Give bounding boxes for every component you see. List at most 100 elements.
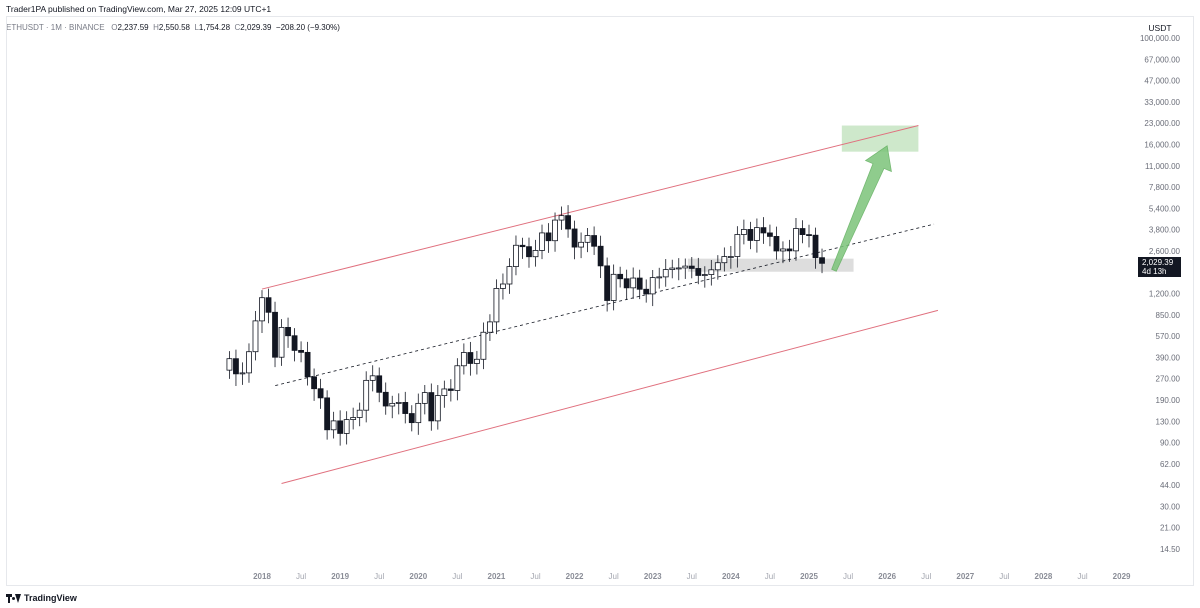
currency-button[interactable]: USDT bbox=[1148, 23, 1172, 33]
x-tick-label: Jul bbox=[687, 572, 697, 581]
candle bbox=[584, 227, 591, 253]
x-tick-label: 2026 bbox=[878, 572, 896, 581]
candle bbox=[532, 239, 539, 267]
x-tick-label: 2029 bbox=[1113, 572, 1131, 581]
candle bbox=[408, 405, 415, 432]
candle-body bbox=[688, 265, 695, 269]
candle bbox=[317, 378, 324, 409]
candle-body bbox=[226, 358, 233, 371]
candle bbox=[552, 212, 558, 252]
candle-body bbox=[252, 320, 259, 353]
candle-body bbox=[545, 232, 552, 242]
candle bbox=[395, 393, 402, 415]
x-tick-label: Jul bbox=[296, 572, 306, 581]
candle bbox=[571, 220, 578, 260]
candle-body bbox=[656, 276, 663, 279]
candle bbox=[226, 351, 233, 379]
candle bbox=[591, 226, 598, 255]
candle bbox=[246, 343, 252, 383]
candle-body bbox=[539, 232, 545, 251]
y-tick-label: 190.00 bbox=[1156, 396, 1181, 405]
candle-body bbox=[519, 244, 526, 248]
channel-mid-line bbox=[275, 223, 935, 386]
candle bbox=[780, 241, 786, 264]
candle bbox=[363, 371, 370, 423]
y-tick-label: 1,200.00 bbox=[1149, 290, 1181, 299]
candle bbox=[415, 393, 422, 435]
y-tick-label: 14.50 bbox=[1160, 545, 1181, 554]
candle-body bbox=[500, 283, 506, 289]
channel-upper-line bbox=[261, 125, 919, 290]
candle-body bbox=[584, 235, 591, 243]
candle-body bbox=[506, 266, 513, 285]
x-axis[interactable]: 2018 Jul 2019 Jul 2020 Jul 2021 Jul 2022 Jul 2023 J… bbox=[253, 572, 1131, 581]
close-label: C bbox=[234, 23, 241, 32]
candle bbox=[649, 270, 656, 307]
candle-body bbox=[630, 277, 637, 289]
y-tick-label: 390.00 bbox=[1156, 353, 1181, 362]
candle bbox=[369, 365, 376, 392]
candle-body bbox=[493, 288, 500, 323]
low-label: L bbox=[194, 23, 199, 32]
candle-body bbox=[760, 227, 767, 234]
x-tick-label: 2020 bbox=[409, 572, 427, 581]
candle bbox=[337, 410, 344, 446]
candle-body bbox=[487, 321, 493, 333]
candle bbox=[324, 390, 331, 440]
y-axis[interactable]: 100,000.00 67,000.00 47,000.00 33,000.00 23,… bbox=[1140, 34, 1181, 554]
y-tick-label: 23,000.00 bbox=[1144, 119, 1180, 128]
candle bbox=[721, 247, 728, 272]
candle-body bbox=[675, 267, 682, 270]
candle bbox=[526, 237, 532, 268]
x-tick-label: Jul bbox=[765, 572, 775, 581]
candle bbox=[701, 266, 708, 288]
candle-body bbox=[233, 358, 239, 375]
candle-body bbox=[291, 335, 298, 351]
y-tick-label: 5,400.00 bbox=[1149, 204, 1181, 213]
price-badge-price: 2,029.39 bbox=[1142, 258, 1174, 267]
x-tick-label: 2027 bbox=[956, 572, 974, 581]
candle bbox=[272, 301, 278, 368]
candle bbox=[799, 220, 806, 244]
candle bbox=[421, 384, 428, 415]
candle bbox=[617, 266, 624, 288]
footer-brand[interactable]: TradingView bbox=[6, 591, 77, 605]
x-tick-label: 2019 bbox=[331, 572, 349, 581]
support-zone bbox=[687, 258, 854, 272]
candle-body bbox=[643, 288, 650, 295]
x-tick-label: 2018 bbox=[253, 572, 271, 581]
y-tick-label: 33,000.00 bbox=[1144, 98, 1180, 107]
candle-body bbox=[415, 402, 422, 424]
candle-body bbox=[350, 417, 357, 420]
candle bbox=[285, 317, 291, 348]
candle bbox=[610, 264, 617, 311]
y-tick-label: 16,000.00 bbox=[1144, 140, 1180, 149]
candle-body bbox=[532, 250, 539, 258]
candle bbox=[819, 248, 825, 274]
candle bbox=[708, 259, 715, 286]
candle bbox=[695, 257, 702, 285]
candle-body bbox=[669, 267, 676, 270]
candle-body bbox=[754, 227, 760, 241]
y-tick-label: 2,600.00 bbox=[1149, 247, 1181, 256]
candle-body bbox=[799, 228, 806, 235]
symbol-name[interactable]: ETHUSDT · 1M · BINANCE bbox=[6, 23, 105, 32]
candle bbox=[806, 224, 812, 248]
x-tick-label: 2023 bbox=[644, 572, 662, 581]
y-tick-label: 44.00 bbox=[1160, 481, 1181, 490]
candle bbox=[298, 341, 304, 363]
candle-body bbox=[246, 351, 252, 374]
candle-body bbox=[708, 269, 715, 275]
y-tick-label: 30.00 bbox=[1160, 502, 1181, 511]
x-tick-label: 2022 bbox=[566, 572, 584, 581]
candle-body bbox=[565, 215, 571, 230]
candle-body bbox=[480, 331, 487, 360]
candle bbox=[760, 217, 767, 244]
candle-body bbox=[786, 248, 793, 252]
candle-body bbox=[272, 311, 278, 358]
candle bbox=[454, 358, 461, 401]
candle bbox=[304, 341, 311, 386]
candle-body bbox=[402, 402, 409, 414]
candle-body bbox=[304, 351, 311, 378]
